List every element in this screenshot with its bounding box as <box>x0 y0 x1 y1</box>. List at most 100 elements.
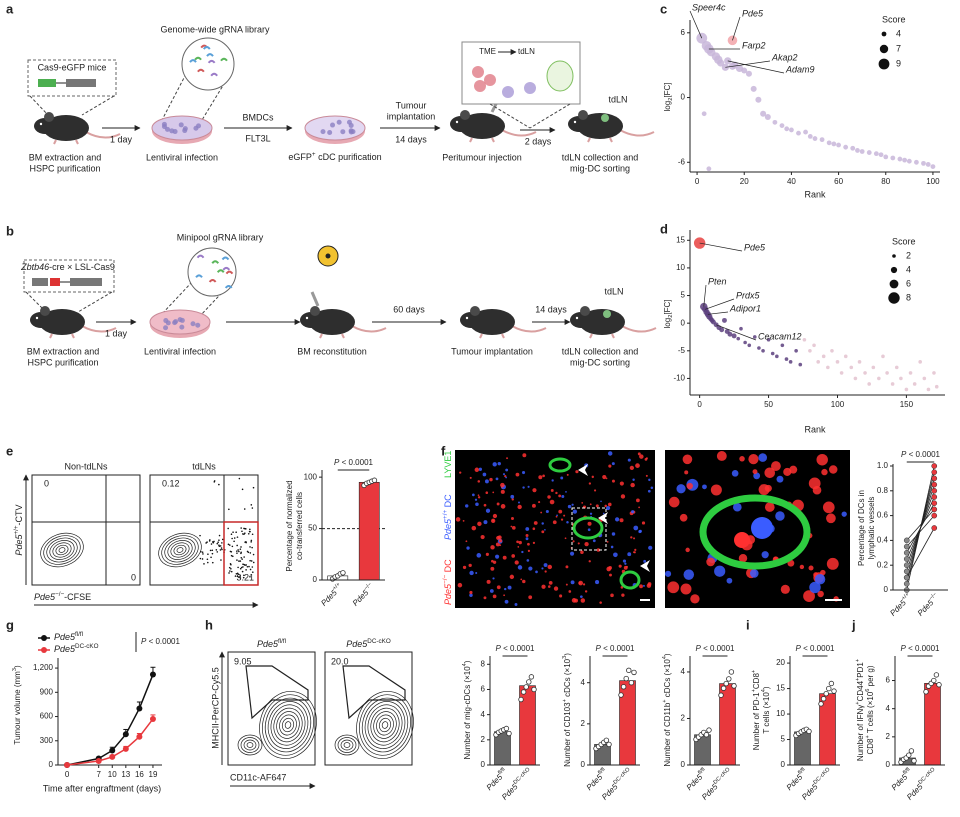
node-label: tdLN <box>604 286 623 296</box>
y-tick-label: 20 <box>776 658 785 667</box>
text-part: < 0.0001 <box>501 644 535 653</box>
legend-swatch <box>879 44 889 54</box>
point <box>867 382 871 386</box>
event <box>237 573 240 576</box>
gate <box>223 521 259 586</box>
cell-signal <box>514 603 518 606</box>
text-part: log <box>663 318 672 329</box>
cell-signal <box>638 530 642 534</box>
event <box>207 561 209 564</box>
text-part: −/− <box>55 591 64 598</box>
event <box>238 550 240 553</box>
point <box>764 113 771 120</box>
point <box>877 376 881 381</box>
text-part: -CFSE <box>64 592 91 602</box>
cell-signal <box>710 484 722 496</box>
annotation: Akap2 <box>771 52 798 62</box>
cell-signal <box>816 453 828 466</box>
point <box>802 337 807 342</box>
cell-signal <box>685 547 690 553</box>
cell-signal <box>551 479 554 482</box>
event <box>251 507 254 509</box>
cell-signal <box>578 581 581 585</box>
point <box>866 150 872 155</box>
y-tick-label: 4 <box>681 667 686 676</box>
point <box>819 137 825 143</box>
text-part: P <box>901 450 907 459</box>
mouse-foot <box>75 139 79 145</box>
cell-signal <box>553 586 559 591</box>
cell <box>320 129 326 135</box>
x-tick-label: 60 <box>834 177 843 186</box>
cell-signal <box>492 513 498 519</box>
event <box>250 504 253 506</box>
cell-signal <box>502 473 506 476</box>
virus <box>221 256 230 261</box>
point <box>857 360 862 364</box>
cell-signal <box>714 565 726 577</box>
point <box>930 164 936 170</box>
point <box>603 737 610 744</box>
legend-title: Score <box>892 236 916 246</box>
point <box>727 331 733 337</box>
mouse-eye <box>465 316 469 320</box>
point <box>726 676 732 682</box>
y-tick-label: 6 <box>886 676 891 685</box>
text-part: 6 <box>865 689 871 692</box>
text-part: +/+ <box>901 592 911 602</box>
cell-signal <box>563 514 566 517</box>
leader-line <box>727 60 785 74</box>
quadrant-value: 0.12 <box>162 478 180 488</box>
point <box>881 354 885 359</box>
event <box>237 549 239 551</box>
cell-signal <box>608 566 612 570</box>
contour <box>284 721 292 729</box>
step-note: implantation <box>387 111 436 121</box>
cell-signal <box>547 495 551 499</box>
cell-signal <box>748 454 759 465</box>
cell-signal <box>462 519 465 522</box>
event <box>244 532 246 534</box>
step-label: BM extraction and <box>27 346 100 356</box>
panel-letter: e <box>6 443 13 458</box>
contour <box>381 721 389 729</box>
x-tick-label: 50 <box>764 400 773 409</box>
virus <box>207 59 216 64</box>
event <box>221 538 224 541</box>
cell-signal <box>602 474 607 480</box>
cell-signal <box>565 565 569 569</box>
point <box>936 682 942 688</box>
virus <box>211 260 220 264</box>
event <box>213 481 216 483</box>
cell-signal <box>568 590 572 593</box>
cell-signal <box>532 527 536 531</box>
cell-signal <box>604 504 607 508</box>
contour <box>361 697 409 753</box>
legend-label: 6 <box>906 278 911 288</box>
point <box>757 346 761 350</box>
construct-label: Zbtb46-cre × LSL-Cas9 <box>20 262 115 272</box>
cell-signal <box>595 580 600 585</box>
contour <box>52 542 72 558</box>
cell-signal <box>522 453 527 458</box>
text-part: DC-cKO <box>918 767 937 786</box>
cell-signal <box>484 479 489 484</box>
text-part: Number of CD11b <box>663 702 672 766</box>
point <box>828 680 835 687</box>
y-axis-label: T cells (×104) <box>761 686 771 734</box>
cell-signal <box>822 501 835 514</box>
cell-signal <box>588 482 592 485</box>
legend-label: 2 <box>906 250 911 260</box>
text-part: + <box>751 689 757 692</box>
mouse-eye <box>305 316 309 320</box>
event <box>218 539 220 541</box>
cell-signal <box>541 530 545 534</box>
event <box>200 550 202 553</box>
point <box>871 365 876 370</box>
mouse-ear <box>40 306 50 316</box>
point <box>122 745 129 752</box>
cell-signal <box>469 590 473 595</box>
bar <box>358 481 380 581</box>
text-part: 2 <box>668 315 674 318</box>
cell-signal <box>627 552 632 557</box>
